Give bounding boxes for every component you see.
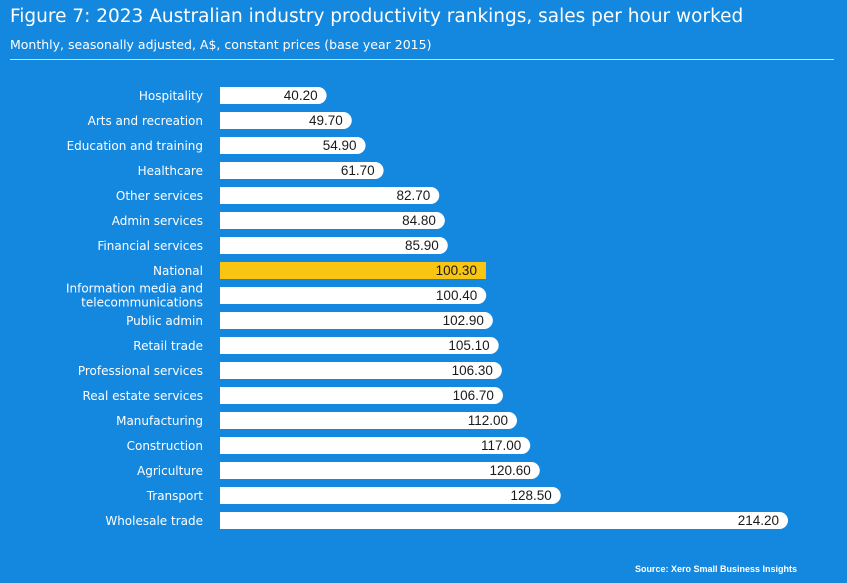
bar	[220, 487, 561, 504]
data-label: 106.30	[452, 363, 493, 378]
data-label: 102.90	[443, 313, 484, 328]
data-label: 105.10	[448, 338, 489, 353]
data-label: 100.30	[436, 263, 477, 278]
bar	[220, 212, 445, 229]
bar	[220, 412, 517, 429]
bar	[220, 337, 499, 354]
data-label: 100.40	[436, 288, 477, 303]
category-label: Admin services	[112, 214, 203, 228]
chart-title: Figure 7: 2023 Australian industry produ…	[10, 6, 744, 27]
bar	[220, 237, 448, 254]
category-label: Construction	[127, 439, 203, 453]
bar	[220, 462, 540, 479]
header-divider	[10, 59, 834, 60]
bar	[220, 137, 366, 154]
category-label: National	[153, 264, 203, 278]
bar	[220, 312, 493, 329]
category-label: Arts and recreation	[88, 114, 203, 128]
bar	[220, 437, 531, 454]
bar	[220, 262, 486, 279]
bar	[220, 362, 502, 379]
data-label: 112.00	[468, 413, 508, 428]
bar	[220, 387, 503, 404]
bar	[220, 162, 384, 179]
category-label: Information media and telecommunications	[66, 282, 203, 310]
category-label: Wholesale trade	[105, 514, 203, 528]
bar	[220, 112, 352, 129]
category-label: Manufacturing	[116, 414, 203, 428]
category-label: Agriculture	[137, 464, 203, 478]
data-label: 120.60	[490, 463, 531, 478]
category-label: Education and training	[67, 139, 203, 153]
category-label: Retail trade	[133, 339, 203, 353]
data-label: 128.50	[510, 488, 551, 503]
category-label: Public admin	[126, 314, 203, 328]
data-label: 82.70	[397, 188, 431, 203]
category-label: Financial services	[97, 239, 203, 253]
category-label: Transport	[146, 489, 204, 503]
data-label: 106.70	[453, 388, 494, 403]
category-label: Real estate services	[82, 389, 203, 403]
chart-subtitle: Monthly, seasonally adjusted, A$, consta…	[10, 37, 432, 52]
data-label: 54.90	[323, 138, 357, 153]
bar	[220, 287, 487, 304]
data-label: 85.90	[405, 238, 439, 253]
bar	[220, 512, 788, 529]
data-label: 40.20	[284, 88, 318, 103]
bar	[220, 87, 327, 104]
category-label: Hospitality	[139, 89, 203, 103]
data-label: 117.00	[481, 438, 521, 453]
data-label: 84.80	[402, 213, 436, 228]
category-label: Professional services	[78, 364, 203, 378]
category-label: Healthcare	[138, 164, 203, 178]
source-note: Source: Xero Small Business Insights	[634, 564, 797, 574]
data-label: 214.20	[738, 513, 779, 528]
data-label: 49.70	[309, 113, 343, 128]
category-label: Other services	[116, 189, 203, 203]
bar	[220, 187, 440, 204]
data-label: 61.70	[341, 163, 375, 178]
